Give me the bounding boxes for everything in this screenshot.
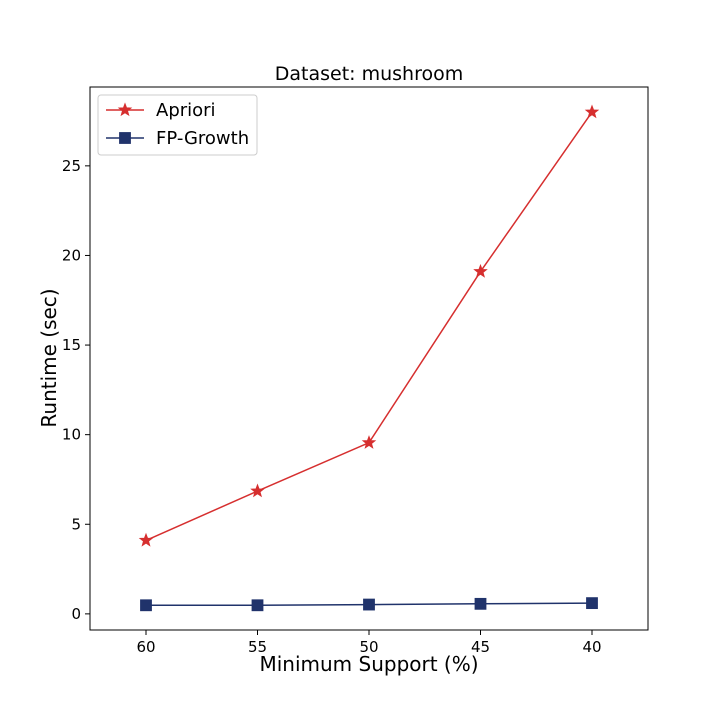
y-tick-label: 20: [62, 246, 81, 264]
x-tick-label: 60: [136, 638, 155, 656]
data-point-apriori: [361, 435, 377, 449]
legend-marker: [119, 132, 131, 144]
data-point-fp-growth: [474, 597, 487, 610]
legend-label: Apriori: [156, 100, 216, 121]
plot-frame: [89, 86, 649, 631]
chart-title: Dataset: mushroom: [275, 63, 464, 85]
data-point-fp-growth: [140, 599, 152, 612]
data-point-apriori: [250, 483, 265, 498]
y-tick-label: 25: [62, 157, 81, 175]
data-point-fp-growth: [251, 599, 264, 612]
plot-area: 60 55 50 45 40 0 5 10 15 20 25: [62, 104, 602, 656]
legend: Apriori FP-Growth: [97, 94, 258, 156]
data-point-apriori: [138, 532, 154, 547]
x-tick-label: 40: [582, 638, 601, 656]
series-line-apriori: [145, 111, 593, 542]
y-tick-label: 15: [62, 336, 81, 354]
data-point-apriori: [473, 263, 488, 278]
data-point-apriori: [584, 104, 600, 119]
legend-label: FP-Growth: [156, 128, 249, 149]
x-tick-label: 45: [471, 638, 490, 656]
x-tick-label: 55: [248, 638, 267, 656]
x-tick-label: 50: [359, 638, 378, 656]
y-axis-title: Runtime (sec): [37, 288, 61, 427]
legend-marker: [117, 102, 133, 117]
data-point-fp-growth: [586, 597, 598, 610]
x-axis-title: Minimum Support (%): [259, 652, 478, 676]
y-tick-label: 0: [71, 605, 81, 623]
data-point-fp-growth: [363, 598, 375, 611]
y-tick-label: 5: [71, 515, 81, 533]
y-tick-label: 10: [62, 426, 81, 444]
